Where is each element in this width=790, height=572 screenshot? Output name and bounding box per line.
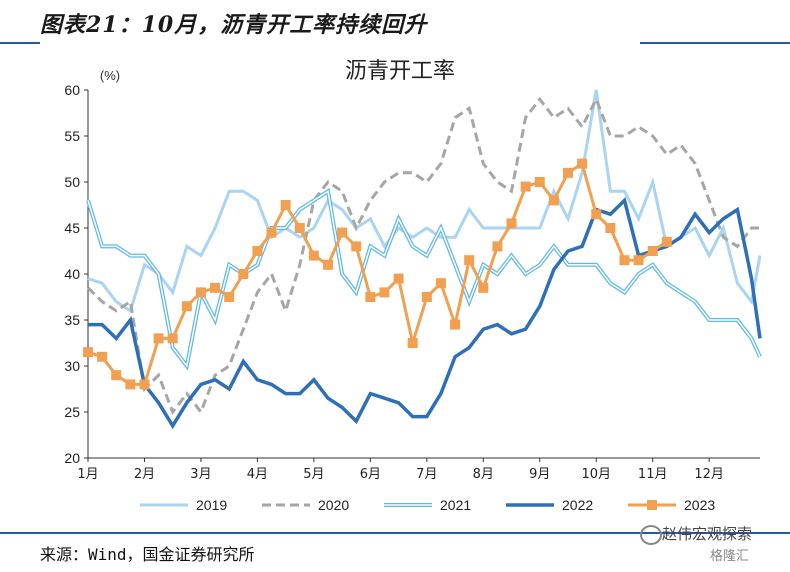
data-point-2023 — [224, 292, 235, 302]
series-2022 — [88, 197, 762, 430]
bottom-rule — [0, 532, 790, 534]
legend-marker-2023 — [647, 500, 657, 510]
legend-label-2019: 2019 — [196, 497, 227, 513]
legend-item-2020: 2020 — [262, 497, 349, 513]
x-tick-label: 2月 — [134, 467, 155, 482]
y-axis-unit: (%) — [100, 68, 120, 83]
data-point-2023 — [351, 241, 362, 252]
data-point-2023 — [435, 278, 446, 289]
series-layer — [83, 89, 762, 430]
data-point-2023 — [520, 181, 531, 192]
legend-item-2021: 2021 — [384, 497, 471, 513]
figure-title: 图表21：10月，沥青开工率持续回升 — [40, 12, 428, 38]
data-point-2023 — [605, 223, 616, 233]
data-point-2023 — [111, 370, 122, 381]
data-point-2023 — [492, 241, 503, 252]
axes: 20 25 30 35 40 45 50 55 60 1月 2月 3月 4月 5月 6月 7月 8月 9月 10月 1… — [64, 82, 760, 482]
data-point-2023 — [534, 177, 545, 187]
data-point-2023 — [308, 250, 319, 261]
data-point-2023 — [252, 246, 263, 256]
data-point-2023 — [633, 255, 644, 266]
y-tick-label: 50 — [64, 174, 80, 190]
data-point-2023 — [97, 351, 108, 362]
data-point-2023 — [577, 158, 588, 169]
x-tick-label: 11月 — [638, 467, 668, 482]
data-point-2023 — [210, 282, 221, 293]
data-point-2023 — [591, 209, 602, 220]
watermark-account: 赵伟宏观探索 — [662, 525, 753, 543]
data-point-2023 — [450, 319, 461, 330]
data-point-2023 — [337, 227, 348, 238]
data-point-2023 — [323, 259, 333, 270]
data-point-2023 — [167, 333, 178, 344]
y-tick-label: 60 — [64, 82, 80, 98]
x-tick-label: 5月 — [303, 467, 324, 482]
x-tick-label: 1月 — [77, 467, 98, 482]
legend-label-2021: 2021 — [440, 497, 471, 513]
y-tick-label: 40 — [64, 266, 80, 282]
data-point-2023 — [365, 292, 376, 302]
title-rule-left — [0, 42, 40, 44]
legend-label-2022: 2022 — [562, 497, 593, 513]
data-point-2023 — [266, 227, 277, 238]
x-tick-label: 6月 — [360, 467, 381, 482]
data-point-2023 — [464, 255, 475, 266]
data-point-2023 — [619, 255, 630, 266]
x-tick-label: 4月 — [247, 467, 268, 482]
data-point-2023 — [647, 246, 658, 256]
data-point-2023 — [548, 195, 559, 206]
y-tick-label: 35 — [64, 312, 80, 328]
data-point-2023 — [139, 379, 150, 390]
series-2020 — [86, 95, 760, 416]
x-tick-label: 3月 — [190, 467, 211, 482]
y-tick-label: 20 — [64, 450, 80, 466]
watermark-site: 格隆汇 — [710, 549, 750, 564]
legend-item-2023: 2023 — [628, 497, 715, 513]
y-tick-label: 25 — [64, 404, 80, 420]
series-line-2022 — [88, 197, 762, 430]
data-point-2023 — [563, 167, 573, 178]
source-note: 来源：Wind，国金证券研究所 — [40, 545, 255, 564]
legend-item-2019: 2019 — [140, 497, 227, 513]
x-tick-label: 12月 — [694, 467, 724, 482]
x-tick-label: 7月 — [416, 467, 437, 482]
y-tick-label: 45 — [64, 220, 80, 236]
series-2023 — [83, 158, 672, 390]
data-point-2023 — [195, 287, 206, 298]
series-line-2020 — [86, 95, 760, 416]
data-point-2023 — [506, 218, 517, 229]
data-point-2023 — [393, 273, 404, 284]
data-point-2023 — [125, 379, 136, 390]
x-tick-label: 8月 — [473, 467, 494, 482]
data-point-2023 — [421, 292, 432, 302]
data-point-2023 — [379, 287, 390, 298]
legend-label-2020: 2020 — [318, 497, 349, 513]
legend-label-2023: 2023 — [684, 497, 715, 513]
watermark: 赵伟宏观探索 格隆汇 — [640, 521, 790, 569]
x-tick-label: 10月 — [581, 467, 611, 482]
data-point-2023 — [661, 236, 672, 247]
data-point-2023 — [294, 223, 305, 233]
data-point-2023 — [280, 200, 291, 210]
data-point-2023 — [83, 347, 93, 358]
series-2019 — [87, 89, 762, 314]
data-point-2023 — [238, 269, 249, 279]
series-line-2019 — [87, 89, 762, 314]
data-point-2023 — [478, 282, 489, 293]
x-tick-label: 9月 — [529, 467, 550, 482]
y-tick-label: 30 — [64, 358, 80, 374]
y-tick-label: 55 — [64, 128, 80, 144]
legend-item-2022: 2022 — [506, 497, 593, 513]
legend: 2019 2020 2021 2022 2023 — [140, 497, 715, 513]
data-point-2023 — [181, 301, 192, 312]
data-point-2023 — [153, 333, 164, 344]
wechat-icon — [640, 525, 662, 545]
title-rule-right — [640, 42, 790, 44]
chart-title: 沥青开工率 — [345, 59, 455, 84]
data-point-2023 — [407, 338, 418, 348]
